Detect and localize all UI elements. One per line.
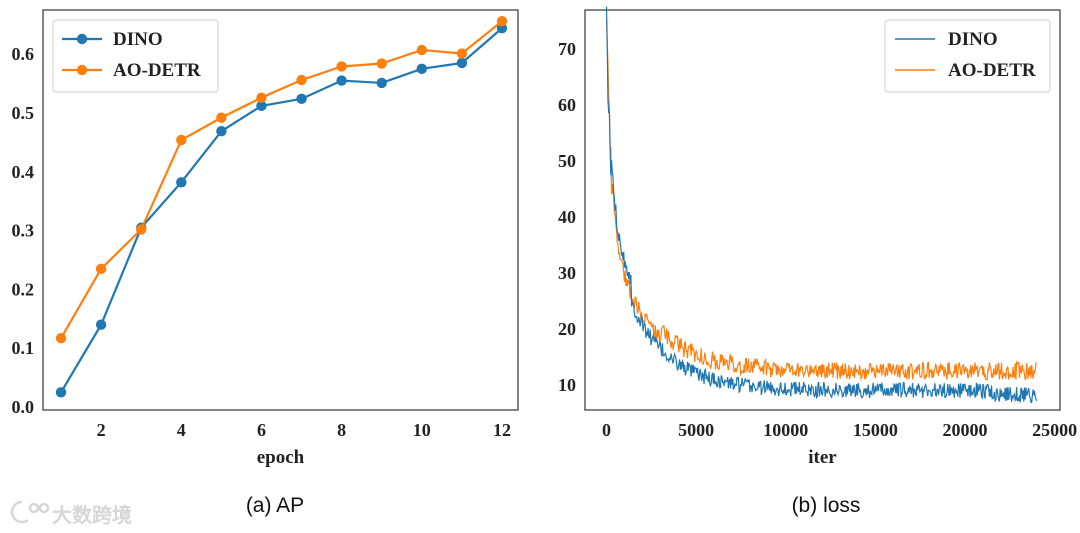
watermark-text: 大数跨境 xyxy=(52,503,132,527)
ap-chart: 0.0 0.1 0.2 0.3 0.4 0.5 0.6 2 4 6 8 10 12 epoch DINO AO… xyxy=(12,15,511,468)
ap-xtick-label: 4 xyxy=(177,420,186,440)
ap-point-dino xyxy=(256,100,267,112)
loss-plot-frame xyxy=(584,9,1061,411)
loss-legend-label: DINO xyxy=(948,29,998,50)
loss-chart: 10 20 30 40 50 60 70 0 5000 10000 15000 20000 25000 i… xyxy=(558,6,1077,468)
ap-legend-swatch-marker xyxy=(76,33,88,45)
ap-ytick-label: 0.3 xyxy=(12,221,35,241)
loss-series-line-ao-detr xyxy=(605,20,1037,381)
loss-ytick-label: 30 xyxy=(558,263,576,283)
ap-point-ao-detr xyxy=(256,92,267,103)
ap-point-ao-detr xyxy=(216,112,227,123)
ap-point-dino xyxy=(95,319,107,330)
ap-ytick-label: 0.4 xyxy=(12,162,35,182)
ap-xtick-label: 10 xyxy=(413,420,431,440)
ap-point-ao-detr xyxy=(296,74,307,86)
loss-ytick-label: 70 xyxy=(558,39,576,59)
ap-legend-label: AO-DETR xyxy=(113,60,201,81)
ap-ytick-label: 0.0 xyxy=(12,397,35,417)
loss-legend-label: AO-DETR xyxy=(948,60,1036,81)
ap-point-dino xyxy=(336,75,347,86)
loss-caption: (b) loss xyxy=(792,494,861,517)
watermark: 大数跨境 xyxy=(10,500,132,527)
ap-point-ao-detr xyxy=(416,44,427,56)
ap-caption: (a) AP xyxy=(246,494,304,517)
ap-point-dino xyxy=(176,177,187,188)
loss-ytick-label: 10 xyxy=(558,375,576,395)
loss-ytick-label: 50 xyxy=(558,151,576,171)
watermark-logo-icon xyxy=(10,500,50,524)
ap-xtick-label: 12 xyxy=(493,420,511,440)
ap-legend: DINO AO-DETR xyxy=(52,19,219,93)
ap-point-dino xyxy=(296,93,307,105)
ap-point-ao-detr xyxy=(336,61,347,72)
loss-xtick-label: 20000 xyxy=(943,420,988,440)
ap-point-ao-detr xyxy=(176,134,187,146)
ap-point-ao-detr xyxy=(95,263,107,275)
ap-point-ao-detr xyxy=(376,58,387,69)
ap-legend-label: DINO xyxy=(113,29,163,50)
ap-legend-swatch-marker xyxy=(76,64,88,76)
loss-xtick-label: 0 xyxy=(602,420,611,440)
loss-xlabel: iter xyxy=(808,447,837,468)
ap-point-ao-detr xyxy=(456,48,468,59)
ap-ytick-label: 0.1 xyxy=(12,338,35,358)
ap-point-dino xyxy=(376,77,387,89)
ap-xtick-label: 8 xyxy=(337,420,346,440)
loss-xtick-label: 15000 xyxy=(853,420,898,440)
ap-xtick-label: 2 xyxy=(97,420,106,440)
loss-ytick-label: 20 xyxy=(558,319,576,339)
ap-ytick-label: 0.2 xyxy=(12,279,35,299)
loss-xtick-label: 5000 xyxy=(678,420,714,440)
ap-point-dino xyxy=(216,125,227,137)
ap-point-ao-detr xyxy=(496,15,508,27)
loss-legend-box xyxy=(884,19,1051,93)
ap-series-line-dino xyxy=(60,27,503,393)
ap-point-ao-detr xyxy=(55,333,67,344)
ap-ytick-label: 0.5 xyxy=(12,103,35,123)
ap-point-dino xyxy=(456,57,468,69)
loss-series-line-dino xyxy=(605,6,1038,404)
loss-xtick-label: 25000 xyxy=(1032,420,1077,440)
ap-xlabel: epoch xyxy=(257,447,305,468)
loss-ytick-label: 60 xyxy=(558,95,576,115)
loss-legend: DINO AO-DETR xyxy=(884,19,1051,93)
ap-point-ao-detr xyxy=(136,224,147,235)
ap-xtick-label: 6 xyxy=(257,420,266,440)
ap-point-dino xyxy=(55,387,67,398)
ap-point-dino xyxy=(416,63,427,75)
loss-ytick-label: 40 xyxy=(558,207,576,227)
loss-xtick-label: 10000 xyxy=(763,420,808,440)
ap-plot-frame xyxy=(42,9,519,411)
ap-ytick-label: 0.6 xyxy=(12,44,35,64)
ap-series-line-ao-detr xyxy=(60,20,503,339)
